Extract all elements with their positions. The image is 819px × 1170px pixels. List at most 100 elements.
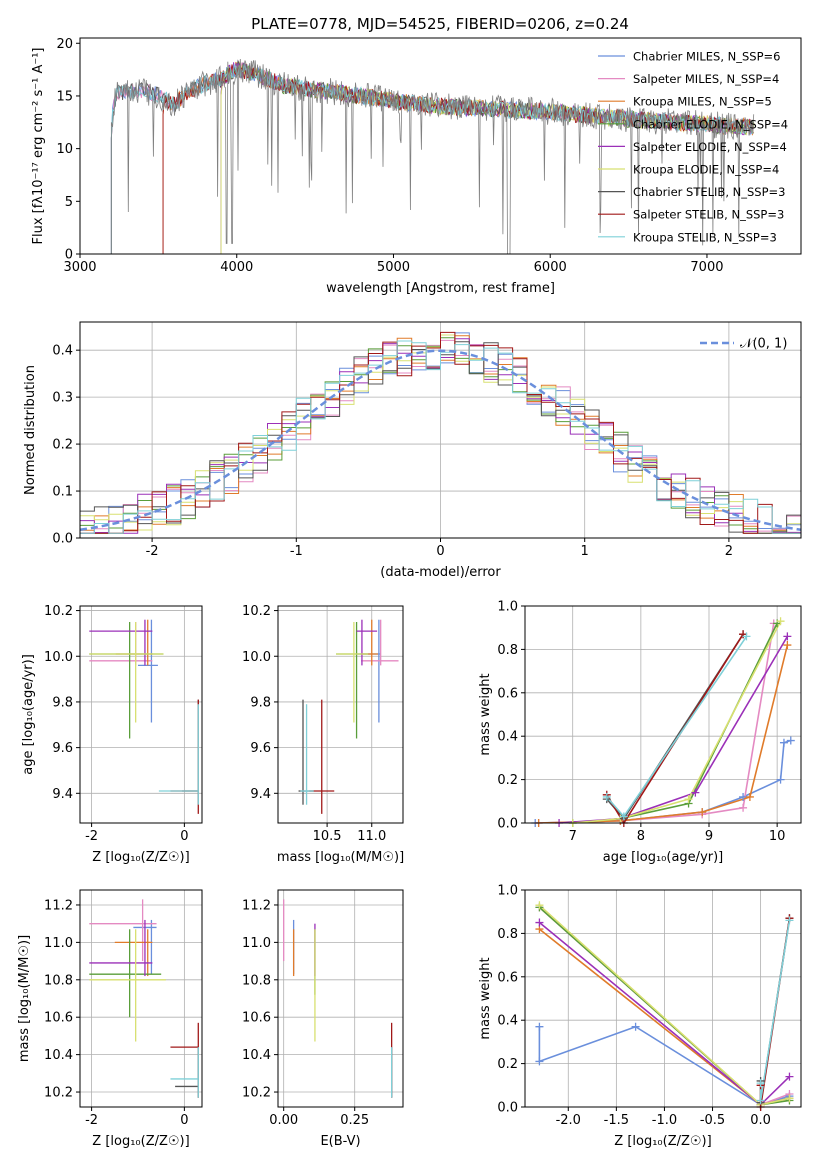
- mass-weight-vs-metallicity-panel: -2.0 -1.5 -1.0 -0.5 0.0 0.0 0.2 0.4 0.6 0.8 1.0 Z […: [478, 884, 802, 1149]
- y-tick-label: 9.6: [52, 741, 73, 756]
- y-tick-label: 10.2: [44, 1086, 73, 1101]
- weight-marker-kroupa-miles: [783, 641, 792, 650]
- y-axis-label: age [log₁₀(age/yr)]: [21, 654, 36, 775]
- x-axis-label: E(B-V): [320, 1134, 360, 1149]
- mass-vs-extinction-panel: 0.00 0.25 10.2 10.4 10.6 10.8 11.0 11.2 E(B-V): [242, 889, 404, 1149]
- x-tick-label: -1: [290, 544, 303, 559]
- axes-frame: [277, 605, 404, 824]
- age-vs-mass-panel: 10.5 11.0 9.4 9.6 9.8 10.0 10.2 mass [log₁₀(M/M…: [242, 604, 404, 865]
- y-tick-label: 9.4: [52, 787, 73, 802]
- y-tick-label: 20: [56, 37, 73, 52]
- y-tick-label: 0.4: [497, 730, 518, 745]
- gridlines: [80, 890, 202, 1107]
- gridlines: [278, 606, 403, 823]
- y-tick-label: 11.0: [44, 936, 73, 951]
- y-tick-label: 10.2: [242, 604, 271, 619]
- weight-marker-salpeter-elodie: [535, 918, 544, 927]
- y-tick-label: 5: [65, 195, 73, 210]
- y-tick-label: 15: [56, 89, 73, 104]
- y-axis-label: mass weight: [478, 957, 493, 1039]
- plot-area: [535, 620, 792, 823]
- weight-marker-kroupa-miles: [745, 792, 754, 801]
- legend-entry: Salpeter ELODIE, N_SSP=4: [633, 140, 787, 154]
- axes-frame: [79, 605, 203, 824]
- x-tick-label: 0.25: [340, 1113, 369, 1128]
- weight-line-chabrier-elodie: [572, 623, 778, 823]
- weight-marker-kroupa-miles: [698, 808, 707, 817]
- model-spectrum-chabrier-stelib: [110, 59, 754, 254]
- y-axis-label: mass [log₁₀(M/M☉)]: [17, 935, 32, 1062]
- y-tick-label: 11.2: [242, 898, 271, 913]
- y-tick-label: 10.4: [242, 1048, 271, 1063]
- x-tick-label: 0: [436, 544, 444, 559]
- weight-marker-kroupa-stelib: [602, 792, 611, 801]
- x-tick-label: 0: [180, 829, 188, 844]
- weight-marker-chabrier-miles: [535, 1057, 544, 1066]
- x-tick-label: -2: [146, 544, 159, 559]
- y-tick-label: 1.0: [497, 600, 518, 615]
- weight-marker-chabrier-miles: [776, 775, 785, 784]
- x-tick-label: 10: [769, 829, 786, 844]
- weight-marker-kroupa-elodie: [684, 795, 693, 804]
- weight-line-kroupa-elodie: [572, 620, 782, 823]
- y-tick-label: 9.4: [250, 787, 271, 802]
- plot-area: [89, 619, 199, 814]
- y-tick-label: 0.4: [497, 1014, 518, 1029]
- y-tick-label: 1.0: [497, 884, 518, 899]
- y-tick-label: 0.0: [497, 1101, 518, 1116]
- y-axis-label: mass weight: [478, 673, 493, 755]
- weight-marker-chabrier-miles: [535, 1022, 544, 1031]
- x-tick-label: 2: [725, 544, 733, 559]
- x-axis-label: Z [log₁₀(Z/Z☉)]: [92, 1134, 189, 1149]
- weight-marker-chabrier-miles: [786, 736, 795, 745]
- weight-marker-kroupa-stelib: [756, 1079, 765, 1088]
- y-tick-label: 10.4: [44, 1048, 73, 1063]
- residual-histogram-kroupa-stelib: [80, 340, 801, 534]
- y-tick-label: 10.8: [44, 973, 73, 988]
- plot-area: [80, 331, 801, 534]
- weight-marker-chabrier-miles: [739, 792, 748, 801]
- axes-frame: [79, 321, 802, 539]
- y-tick-label: 0.2: [497, 773, 518, 788]
- legend-entry: Kroupa MILES, N_SSP=5: [633, 95, 772, 109]
- normal-distribution-curve: [80, 349, 801, 532]
- x-tick-label: 0.0: [750, 1113, 771, 1128]
- weight-marker-salpeter-elodie: [691, 788, 700, 797]
- legend-entry: Chabrier MILES, N_SSP=6: [633, 50, 780, 64]
- x-tick-label: -1.5: [604, 1113, 629, 1128]
- model-spectrum-kroupa-miles: [162, 61, 755, 254]
- plot-area: [89, 899, 199, 1098]
- x-tick-label: -2: [85, 829, 98, 844]
- axes-frame: [524, 889, 802, 1108]
- axes-frame: [79, 37, 802, 255]
- legend-entry: 𝒩(0, 1): [740, 337, 787, 352]
- weight-marker-chabrier-miles: [631, 1022, 640, 1031]
- weight-marker-kroupa-elodie: [535, 901, 544, 910]
- y-tick-label: 0: [65, 248, 73, 263]
- gridlines: [525, 889, 801, 1108]
- y-tick-label: 10.8: [242, 973, 271, 988]
- legend-entry: Chabrier ELODIE, N_SSP=4: [633, 117, 788, 131]
- age-vs-metallicity-panel: -2 0 9.4 9.6 9.8 10.0 10.2 Z [log₁₀(Z/Z☉)] age […: [21, 604, 203, 865]
- model-spectrum-salpeter-miles: [110, 62, 754, 254]
- weight-marker-kroupa-elodie: [785, 1094, 794, 1103]
- x-axis-label: Z [log₁₀(Z/Z☉)]: [614, 1134, 711, 1149]
- x-tick-label: 4000: [220, 260, 253, 275]
- weight-line-kroupa-stelib: [759, 920, 791, 1101]
- weight-marker-kroupa-stelib: [785, 916, 794, 925]
- y-tick-label: 0.6: [497, 970, 518, 985]
- weight-marker-salpeter-miles: [739, 803, 748, 812]
- y-tick-label: 10.0: [44, 650, 73, 665]
- weight-marker-kroupa-stelib: [742, 632, 751, 641]
- y-tick-label: 10: [56, 142, 73, 157]
- gridlines: [278, 890, 403, 1107]
- observed-spectrum: [110, 58, 755, 254]
- x-tick-label: 0: [180, 1113, 188, 1128]
- axes-frame: [277, 889, 404, 1108]
- gridlines: [525, 605, 801, 824]
- model-spectrum-salpeter-stelib: [162, 64, 754, 254]
- y-tick-label: 11.0: [242, 936, 271, 951]
- legend-entry: Salpeter STELIB, N_SSP=3: [633, 208, 784, 222]
- plot-area: [298, 619, 399, 814]
- y-tick-label: 10.2: [242, 1086, 271, 1101]
